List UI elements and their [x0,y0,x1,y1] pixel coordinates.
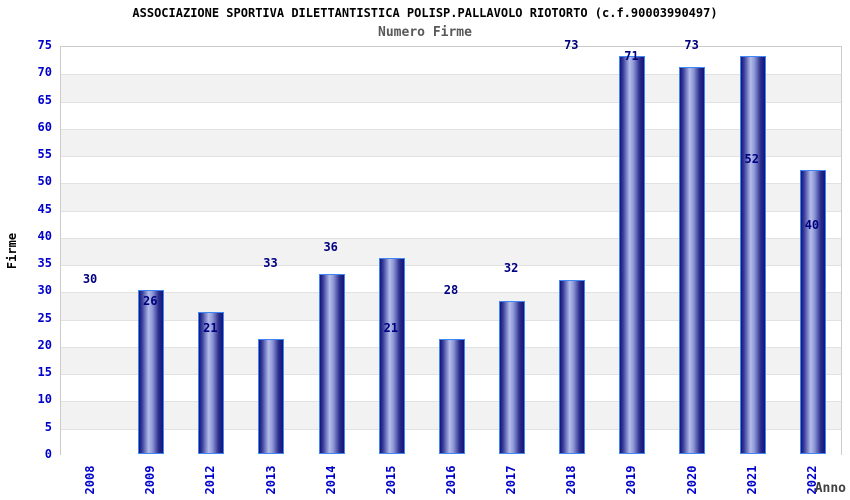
chart-subtitle: Numero Firme [378,25,472,40]
chart-title: ASSOCIAZIONE SPORTIVA DILETTANTISTICA PO… [132,6,718,20]
plot-area [60,46,842,456]
grid-band [61,292,841,320]
bar-value-label: 36 [323,239,338,254]
grid-band [61,128,841,157]
bar-value-label: 40 [804,217,820,232]
bar-2013 [318,274,345,454]
x-axis-tick-label: 2019 [624,465,639,495]
y-axis-tick-label: 5 [44,419,52,434]
x-axis-tick-label: 2018 [564,465,579,495]
y-axis-tick-label: 30 [37,283,52,298]
bar-value-label: 32 [503,261,519,276]
x-axis-tick-label: 2020 [684,465,699,495]
y-axis-tick-label: 15 [37,365,52,380]
y-axis-tick-label: 40 [37,228,52,243]
x-axis-tick-label: 2008 [83,465,98,495]
bar-value-label: 71 [624,48,639,63]
grid-band [61,237,841,266]
grid-band [61,183,841,211]
y-axis-tick-label: 60 [37,119,52,134]
y-axis-tick-label: 50 [37,174,52,189]
bar-2015 [438,339,465,454]
bar-2019 [679,66,706,454]
bar-2016 [499,301,525,454]
bar-value-label: 52 [744,152,759,167]
y-axis-tick-label: 10 [37,392,52,407]
grid-band [61,47,841,75]
x-axis-tick-label: 2015 [383,465,398,495]
x-axis-tick-label: 2016 [444,465,458,495]
bar-value-label: 30 [82,272,98,287]
y-axis-tick-label: 65 [37,92,52,107]
x-axis-tick-label: 2017 [504,465,519,495]
bar-2014 [378,257,405,454]
bar-2020 [739,55,766,454]
y-axis-tick-label: 25 [37,310,52,325]
y-axis-tick-label: 70 [37,65,52,80]
bar-2009 [198,312,225,454]
bar-2018 [619,55,646,454]
grid-band [61,156,841,184]
bar-2012 [258,339,285,454]
grid-band [61,210,841,238]
bar-value-label: 33 [263,256,278,271]
grid-band [61,74,841,102]
x-axis-title: Anno [814,481,846,496]
x-axis-tick-label: 2012 [203,465,218,495]
bar-value-label: 28 [443,283,459,298]
y-axis-tick-label: 45 [37,201,52,216]
bar-2008 [138,290,165,454]
x-axis-tick-label: 2009 [143,465,158,495]
x-axis-tick-label: 2021 [744,465,759,495]
bar-2017 [559,279,586,454]
bar-value-label: 73 [684,37,699,52]
y-axis-tick-label: 20 [37,337,52,352]
y-axis-tick-label: 75 [37,38,52,52]
bar-value-label: 21 [383,321,399,336]
y-axis-tick-label: 55 [37,147,52,162]
bar-value-label: 26 [142,294,158,309]
bar-value-label: 73 [564,37,579,52]
y-axis-tick-label: 0 [44,447,52,461]
y-axis-tick-label: 35 [37,256,52,271]
bar-value-label: 21 [203,321,218,336]
bar-2021 [799,170,826,454]
grid-band [61,101,841,129]
x-axis-tick-label: 2013 [263,465,278,495]
x-axis-tick-label: 2014 [323,465,338,495]
grid-band [61,265,841,293]
